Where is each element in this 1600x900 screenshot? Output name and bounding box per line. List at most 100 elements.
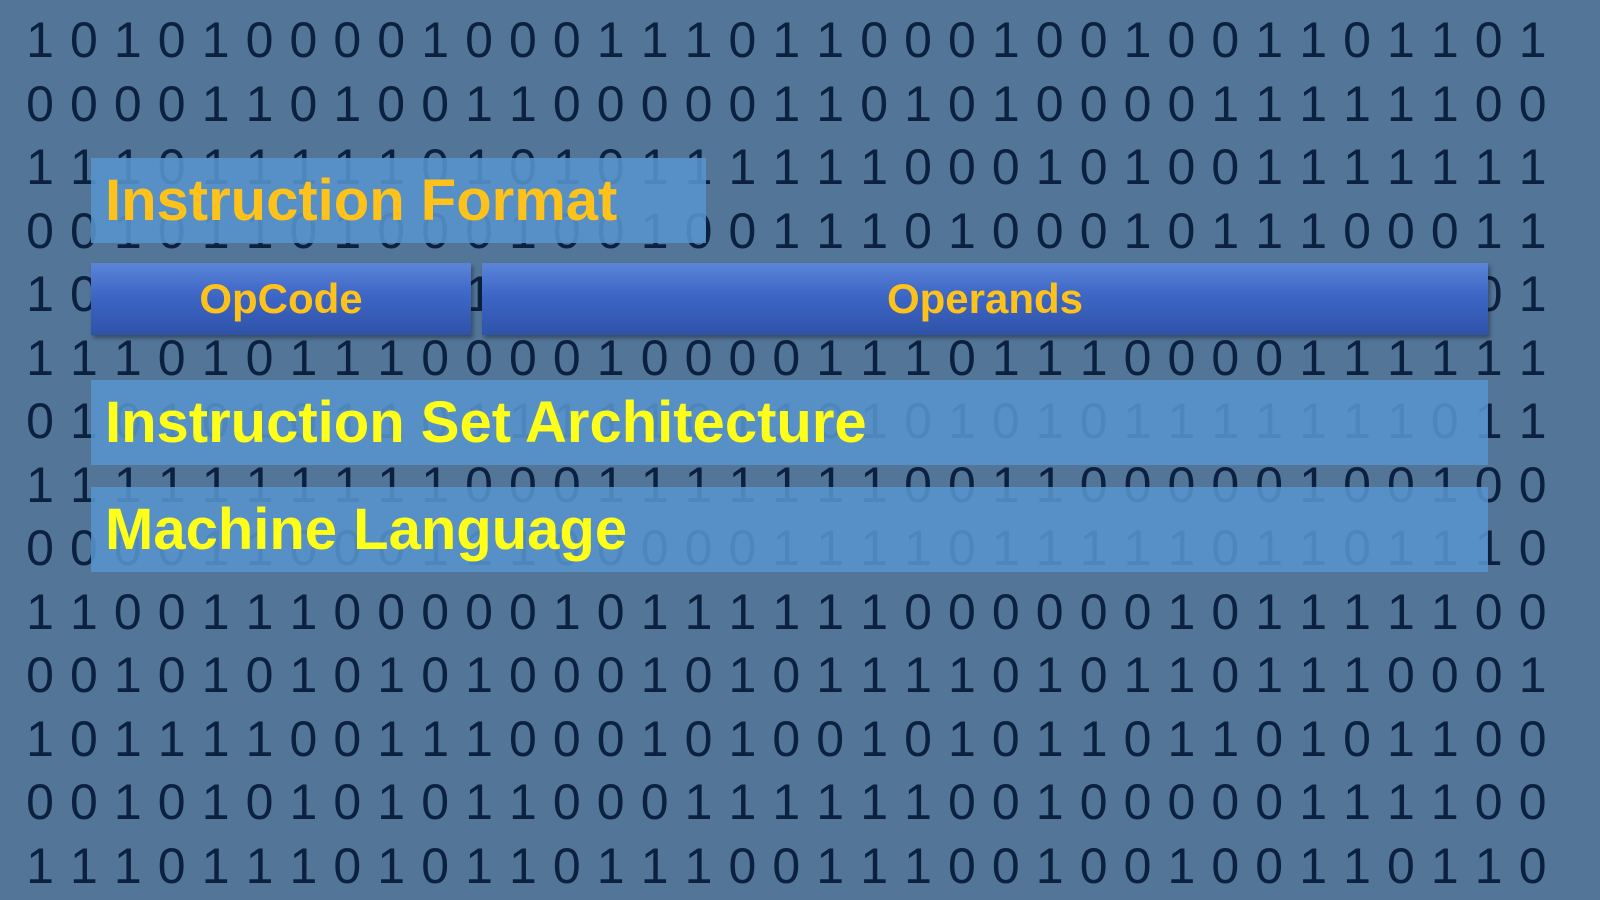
binary-digit: 1 — [904, 774, 932, 830]
binary-digit: 1 — [1123, 202, 1152, 259]
binary-digit: 1 — [377, 837, 406, 894]
binary-digit: 1 — [421, 12, 449, 68]
binary-digit: 1 — [947, 202, 976, 259]
binary-digit: 0 — [1255, 837, 1284, 894]
binary-digit: 1 — [1343, 75, 1371, 132]
binary-digit: 0 — [69, 75, 98, 132]
binary-digit: 0 — [684, 75, 713, 132]
binary-digit: 1 — [289, 837, 318, 894]
binary-digit: 1 — [113, 329, 142, 386]
binary-digit: 1 — [1343, 329, 1371, 386]
binary-digit: 1 — [728, 710, 757, 767]
binary-digit: 0 — [508, 583, 537, 640]
binary-digit: 1 — [1079, 710, 1108, 767]
binary-digit: 0 — [157, 583, 186, 640]
binary-digit: 0 — [904, 583, 932, 640]
binary-digit: 1 — [289, 647, 318, 703]
binary-digit: 0 — [245, 774, 274, 830]
binary-digit: 0 — [991, 139, 1020, 195]
binary-digit: 1 — [596, 12, 625, 68]
binary-digit: 1 — [377, 710, 406, 767]
binary-digit: 0 — [596, 647, 625, 703]
binary-digit: 1 — [1299, 837, 1327, 894]
binary-digit: 1 — [113, 837, 142, 894]
binary-digit: 0 — [1518, 837, 1547, 894]
binary-digit: 1 — [465, 710, 493, 767]
binary-digit: 1 — [684, 12, 713, 68]
binary-digit: 0 — [728, 329, 757, 386]
binary-digit: 0 — [1518, 456, 1547, 513]
binary-digit: 0 — [377, 583, 406, 640]
binary-digit: 1 — [201, 75, 230, 132]
binary-digit: 1 — [860, 710, 888, 767]
binary-digit: 1 — [816, 75, 845, 132]
binary-digit: 1 — [201, 837, 230, 894]
binary-digit: 0 — [684, 710, 713, 767]
binary-digit: 1 — [26, 837, 54, 894]
binary-digit: 1 — [860, 329, 888, 386]
binary-digit: 1 — [728, 774, 757, 830]
binary-digit: 1 — [1430, 583, 1459, 640]
binary-digit: 0 — [1518, 583, 1547, 640]
binary-digit: 0 — [947, 583, 976, 640]
binary-digit: 1 — [1035, 837, 1064, 894]
binary-digit: 1 — [1430, 75, 1459, 132]
binary-digit: 1 — [1299, 202, 1327, 259]
binary-digit: 1 — [860, 583, 888, 640]
binary-digit: 1 — [113, 12, 142, 68]
binary-digit: 0 — [684, 329, 713, 386]
binary-digit: 1 — [201, 647, 230, 703]
machine-language-title: Machine Language — [105, 497, 628, 562]
binary-digit: 1 — [640, 837, 669, 894]
binary-digit: 1 — [508, 837, 537, 894]
binary-digit: 1 — [508, 774, 537, 830]
binary-digit: 1 — [201, 583, 230, 640]
binary-digit: 1 — [1299, 329, 1327, 386]
binary-digit: 0 — [1386, 837, 1415, 894]
binary-digit: 1 — [333, 75, 362, 132]
binary-digit: 0 — [245, 12, 274, 68]
binary-digit: 0 — [816, 710, 845, 767]
binary-digit: 0 — [1211, 329, 1240, 386]
binary-digit: 1 — [333, 329, 362, 386]
binary-digit: 1 — [245, 75, 274, 132]
binary-digit: 1 — [26, 583, 54, 640]
binary-digit: 1 — [26, 266, 54, 322]
binary-digit: 1 — [1123, 647, 1152, 703]
binary-digit: 1 — [904, 837, 932, 894]
binary-digit: 1 — [816, 12, 845, 68]
binary-digit: 1 — [1211, 202, 1240, 259]
binary-digit: 1 — [1474, 329, 1503, 386]
binary-digit: 0 — [947, 75, 976, 132]
binary-digit: 1 — [904, 329, 932, 386]
binary-digit: 0 — [596, 710, 625, 767]
binary-digit: 0 — [772, 329, 801, 386]
binary-digit: 1 — [816, 774, 845, 830]
binary-digit: 0 — [69, 710, 98, 767]
binary-digit: 0 — [1167, 202, 1196, 259]
binary-digit: 0 — [113, 583, 142, 640]
binary-digit: 1 — [1343, 774, 1371, 830]
binary-digit: 0 — [289, 75, 318, 132]
binary-digit: 0 — [1474, 710, 1503, 767]
binary-digit: 1 — [26, 710, 54, 767]
binary-digit: 0 — [772, 710, 801, 767]
binary-digit: 1 — [772, 774, 801, 830]
binary-digit: 1 — [1518, 329, 1547, 386]
binary-digit: 1 — [465, 647, 493, 703]
binary-digit: 0 — [157, 75, 186, 132]
binary-digit: 1 — [1518, 12, 1547, 68]
binary-digit: 1 — [1035, 774, 1064, 830]
binary-digit: 1 — [1255, 139, 1284, 195]
binary-digit: 1 — [684, 583, 713, 640]
binary-digit: 1 — [1123, 12, 1152, 68]
binary-digit: 0 — [26, 202, 54, 259]
binary-digit: 1 — [860, 837, 888, 894]
binary-digit: 1 — [596, 837, 625, 894]
binary-digit: 0 — [157, 647, 186, 703]
binary-digit: 0 — [1343, 710, 1371, 767]
binary-digit: 1 — [772, 202, 801, 259]
binary-digit: 0 — [860, 75, 888, 132]
binary-digit: 1 — [1299, 75, 1327, 132]
binary-digit: 1 — [1518, 266, 1547, 322]
